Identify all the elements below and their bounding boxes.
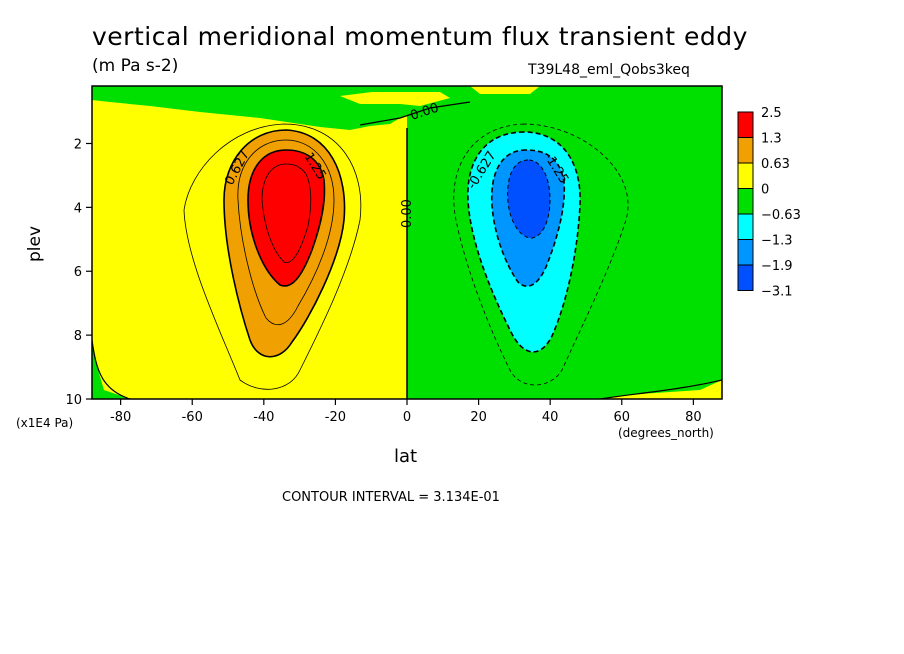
colorbar: 2.5 1.3 0.63 0 −0.63 −1.3 −1.9 −3.1 [737, 106, 801, 300]
y-axis-units: (x1E4 Pa) [16, 416, 74, 430]
x-tick-label: -60 [182, 410, 203, 425]
y-tick-label: 8 [74, 329, 82, 344]
x-axis-label: lat [394, 446, 418, 467]
fill-north-blue [507, 160, 550, 238]
contour-south-red-edge [247, 149, 326, 287]
y-tick-label: 6 [74, 265, 82, 280]
colorbar-label: 1.3 [761, 132, 782, 147]
x-axis-units: (degrees_north) [618, 426, 714, 440]
contour-south-orange-edge [223, 129, 346, 358]
colorbar-swatch [737, 239, 754, 266]
colorbar-label: −0.63 [761, 208, 801, 223]
colorbar-label: −1.9 [761, 259, 793, 274]
fill-top-green-band [92, 86, 722, 130]
y-axis-ticks: 2 4 6 8 10 [65, 137, 92, 408]
x-axis-ticks: -80 -60 -40 -20 0 20 40 60 80 [110, 399, 702, 425]
colorbar-label: −1.3 [761, 234, 793, 249]
fill-top-yellow-patch [340, 92, 450, 106]
colorbar-swatch [737, 162, 754, 189]
x-tick-label: 0 [403, 410, 411, 425]
colorbar-swatch [737, 264, 754, 291]
colorbar-label: −3.1 [761, 285, 793, 300]
contour-interval-label: CONTOUR INTERVAL = 3.134E-01 [282, 490, 500, 505]
x-tick-label: -40 [253, 410, 274, 425]
contour-north-lightblue-edge [490, 149, 566, 287]
contour-bottom-right [599, 379, 722, 399]
filled-contours [92, 86, 722, 399]
colorbar-label: 0.63 [761, 157, 790, 172]
x-tick-label: 20 [470, 410, 487, 425]
contour-south-inner [261, 163, 312, 263]
fill-south-red [248, 150, 325, 287]
colorbar-swatch [737, 188, 754, 215]
run-id-label: T39L48_eml_Qobs3keq [528, 62, 690, 78]
contour-lines [92, 101, 722, 399]
x-tick-label: 60 [613, 410, 630, 425]
y-tick-label: 2 [74, 137, 82, 152]
contour-label: 0.00 [400, 199, 415, 228]
y-tick-label: 10 [65, 393, 82, 408]
contour-north-blue-edge [507, 159, 551, 239]
colorbar-swatch [737, 213, 754, 240]
x-tick-label: -20 [325, 410, 346, 425]
colorbar-label: 0 [761, 183, 769, 198]
x-tick-label: 80 [685, 410, 702, 425]
fill-bottom-left-green [92, 340, 130, 399]
contour-north-cyan-edge [467, 131, 581, 353]
contour-zero-top [359, 101, 471, 126]
fill-bottom-right-yellow [600, 380, 722, 399]
colorbar-swatch [737, 111, 754, 138]
y-tick-label: 4 [74, 201, 82, 216]
chart-units: (m Pa s-2) [92, 56, 179, 76]
x-tick-label: -80 [110, 410, 131, 425]
contour-south-outer [183, 123, 362, 390]
colorbar-label: 2.5 [761, 106, 782, 121]
chart-title: vertical meridional momentum flux transi… [92, 22, 748, 51]
fill-right-yellow-patch [470, 86, 540, 94]
colorbar-swatch [737, 137, 754, 164]
x-tick-label: 40 [542, 410, 559, 425]
contour-north-outer [453, 123, 629, 386]
contour-bottom-left [92, 339, 131, 399]
contour-south-mid [237, 139, 335, 326]
